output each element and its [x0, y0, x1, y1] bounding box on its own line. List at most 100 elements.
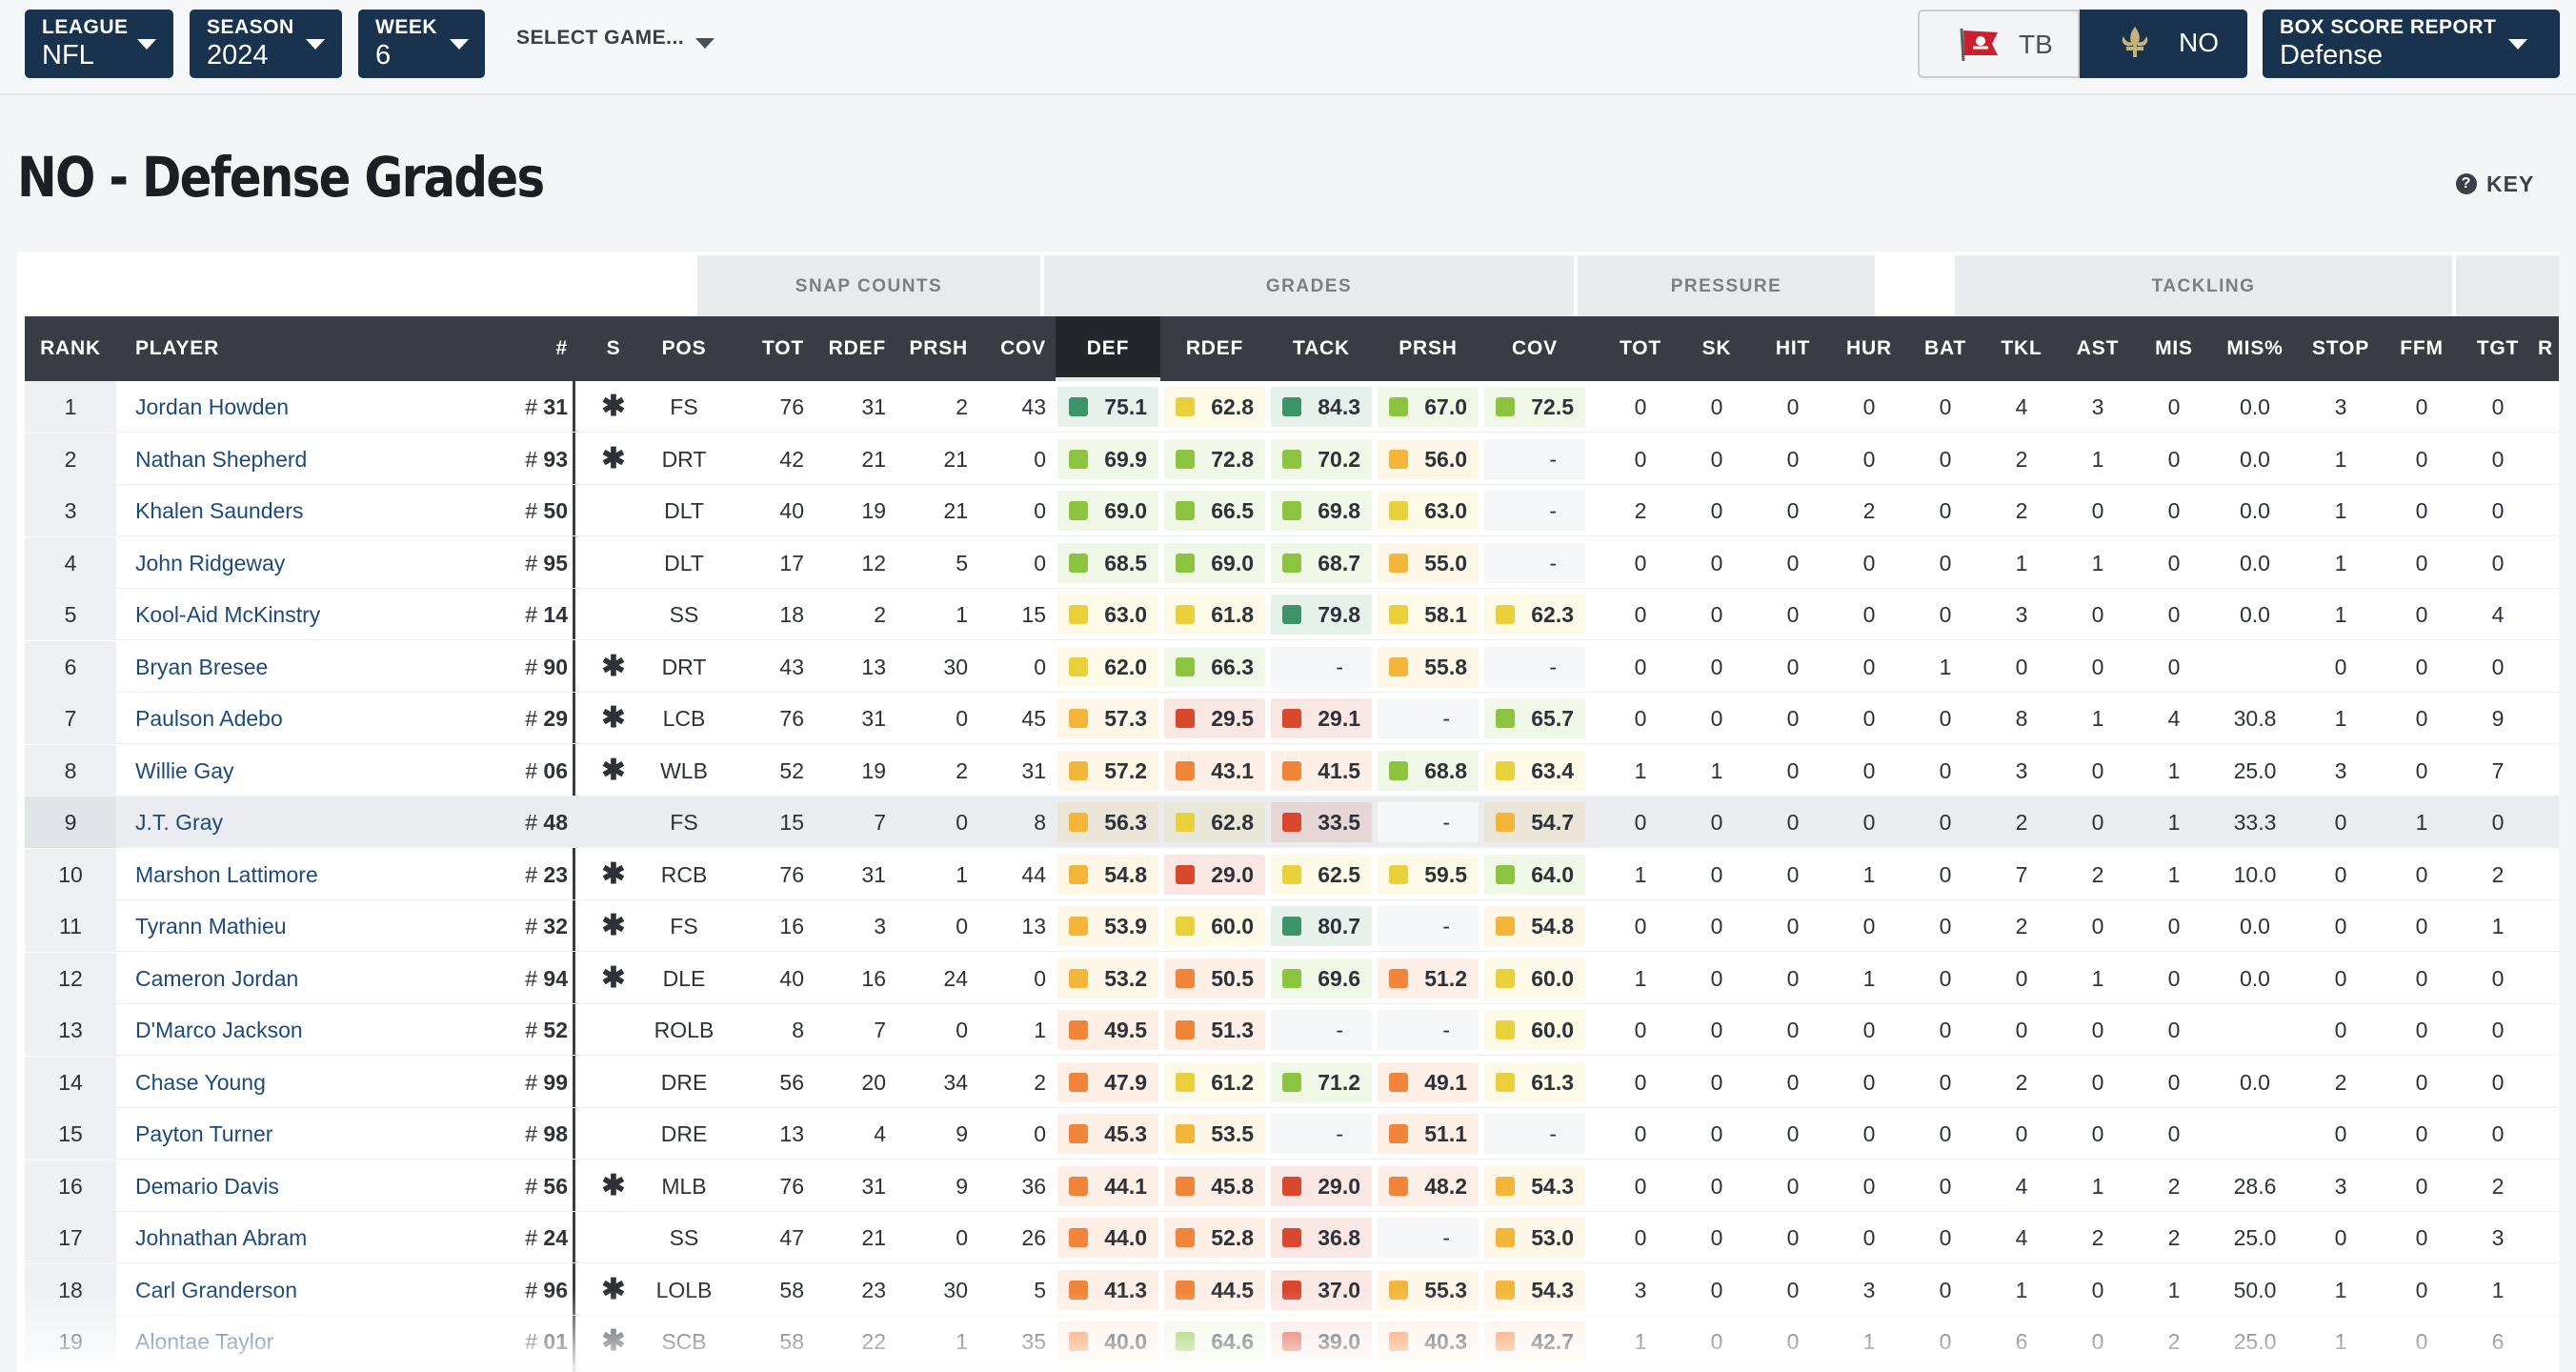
table-row[interactable]: 6 Bryan Bresee # 90 ✱ DRT 43 13 30 0 62.0 66.3 - 55.… — [25, 640, 2559, 693]
player-name-link[interactable]: John Ridgeway — [135, 550, 286, 575]
snap-count-cell: 13 — [779, 1121, 804, 1146]
table-row[interactable]: 2 Nathan Shepherd # 93 ✱ DRT 42 21 21 0 69.9 72.8 7… — [25, 433, 2559, 485]
player-name-link[interactable]: Kool-Aid McKinstry — [135, 602, 321, 627]
pressure-sk-cell: 0 — [1710, 602, 1723, 627]
col-header-rank[interactable]: RANK — [40, 337, 101, 359]
week-dropdown[interactable]: WEEK 6 — [358, 10, 485, 78]
player-name-link[interactable]: Willie Gay — [135, 757, 234, 783]
col-header-ast[interactable]: AST — [2076, 337, 2120, 359]
col-header-ffm[interactable]: FFM — [2400, 337, 2444, 359]
snap-count-cell: 21 — [943, 498, 968, 523]
pressure-hur-cell: 0 — [1862, 1069, 1876, 1095]
player-name-link[interactable]: Alontae Taylor — [135, 1329, 274, 1354]
grade-color-swatch — [1069, 501, 1088, 520]
tackling-ffm-cell: 0 — [2415, 1018, 2428, 1042]
col-header-press-hur[interactable]: HUR — [1846, 337, 1892, 359]
jersey-value: 95 — [543, 550, 568, 575]
player-name-link[interactable]: Demario Davis — [135, 1173, 279, 1199]
grade-tack-cell: 69.8 — [1271, 491, 1372, 531]
col-header-snap-prsh[interactable]: PRSH — [909, 337, 968, 359]
table-row[interactable]: 16 Demario Davis # 56 ✱ MLB 76 31 9 36 44.1 45.8 29… — [25, 1160, 2559, 1212]
tackling-tgt-cell: 0 — [2491, 965, 2505, 991]
pressure-sk-cell: 0 — [1710, 965, 1723, 991]
jersey-value: 31 — [543, 394, 568, 419]
player-name-link[interactable]: Chase Young — [135, 1069, 266, 1095]
grade-value: - — [1442, 1225, 1450, 1250]
player-name-link[interactable]: Tyrann Mathieu — [135, 914, 287, 938]
pressure-sk-cell: 0 — [1710, 861, 1723, 887]
col-header-starter[interactable]: S — [606, 337, 621, 359]
grade-value: 66.3 — [1211, 654, 1254, 679]
player-name-link[interactable]: Johnathan Abram — [135, 1225, 308, 1250]
select-game-dropdown[interactable]: SELECT GAME... — [516, 27, 714, 50]
player-name-link[interactable]: Payton Turner — [135, 1121, 273, 1146]
table-row[interactable]: 9 J.T. Gray # 48 FS 15 7 0 8 56.3 62.8 33.5 - 54.7 0 0… — [25, 797, 2559, 848]
table-row[interactable]: 12 Cameron Jordan # 94 ✱ DLE 40 16 24 0 53.2 50.5 6… — [25, 952, 2559, 1004]
table-row[interactable]: 10 Marshon Lattimore # 23 ✱ RCB 76 31 1 44 54.8 29… — [25, 848, 2559, 900]
grade-value: 79.8 — [1318, 602, 1360, 627]
table-row[interactable]: 17 Johnathan Abram # 24 SS 47 21 0 26 44.0 52.8 36… — [25, 1212, 2559, 1263]
player-name-link[interactable]: Marshon Lattimore — [135, 861, 318, 887]
col-header-mis[interactable]: MIS — [2155, 337, 2193, 359]
player-name-link[interactable]: Paulson Adebo — [135, 706, 283, 731]
col-header-snap-tot[interactable]: TOT — [761, 337, 804, 359]
col-header-press-sk[interactable]: SK — [1701, 337, 1732, 359]
grade-def-cell: 41.3 — [1057, 1269, 1158, 1310]
player-name-link[interactable]: Khalen Saunders — [135, 498, 304, 523]
pressure-hur-cell: 0 — [1862, 1225, 1876, 1250]
player-name-link[interactable]: Bryan Bresee — [135, 654, 269, 679]
tackling-ffm-cell: 0 — [2415, 1277, 2428, 1302]
table-row[interactable]: 3 Khalen Saunders # 50 DLT 40 19 21 0 69.0 66.5 69… — [25, 485, 2559, 536]
key-button[interactable]: ? KEY — [2456, 172, 2534, 197]
col-header-overflow[interactable]: R — [2538, 337, 2553, 359]
col-header-jersey[interactable]: # — [555, 337, 568, 359]
col-header-mis-pct[interactable]: MIS% — [2226, 337, 2284, 359]
col-header-tgt[interactable]: TGT — [2476, 337, 2520, 359]
table-row[interactable]: 14 Chase Young # 99 DRE 56 20 34 2 47.9 61.2 71.2 4… — [25, 1056, 2559, 1108]
grade-value: 37.0 — [1318, 1277, 1360, 1302]
team-toggle-tb[interactable]: TB — [1918, 10, 2080, 78]
snap-count-cell: 31 — [861, 1173, 886, 1199]
position-cell: SS — [669, 602, 699, 627]
league-dropdown[interactable]: LEAGUE NFL — [25, 10, 173, 78]
col-header-snap-cov[interactable]: COV — [1000, 337, 1046, 359]
player-name-link[interactable]: Jordan Howden — [135, 394, 290, 419]
col-header-grade-tack[interactable]: TACK — [1293, 337, 1350, 359]
col-header-tkl[interactable]: TKL — [2001, 337, 2043, 359]
col-header-grade-cov[interactable]: COV — [1512, 337, 1558, 359]
table-row[interactable]: 4 John Ridgeway # 95 DLT 17 12 5 0 68.5 69.0 68.7 5… — [25, 536, 2559, 589]
table-row[interactable]: 19 Alontae Taylor # 01 ✱ SCB 58 22 1 35 40.0 64.6 3… — [25, 1316, 2559, 1367]
col-header-press-tot[interactable]: TOT — [1619, 337, 1661, 359]
player-name-link[interactable]: J.T. Gray — [135, 810, 224, 835]
table-row[interactable]: 8 Willie Gay # 06 ✱ WLB 52 19 2 31 57.2 43.1 41.5 68… — [25, 744, 2559, 797]
box-score-report-dropdown[interactable]: BOX SCORE REPORT Defense — [2263, 10, 2560, 78]
table-row[interactable]: 5 Kool-Aid McKinstry # 14 SS 18 2 1 15 63.0 61.8 7… — [25, 589, 2559, 640]
table-row[interactable]: 18 Carl Granderson # 96 ✱ LOLB 58 23 30 5 41.3 44.… — [25, 1263, 2559, 1316]
table-row[interactable]: 11 Tyrann Mathieu # 32 ✱ FS 16 3 0 13 53.9 60.0 80.… — [25, 900, 2559, 952]
col-header-player[interactable]: PLAYER — [135, 337, 220, 359]
player-name-link[interactable]: Nathan Shepherd — [135, 446, 308, 472]
col-header-snap-rdef[interactable]: RDEF — [828, 337, 886, 359]
col-header-grade-def[interactable]: DEF — [1056, 316, 1160, 381]
table-row[interactable]: 1 Jordan Howden # 31 ✱ FS 76 31 2 43 75.1 62.8 84.3… — [25, 381, 2559, 433]
col-header-stop[interactable]: STOP — [2312, 337, 2369, 359]
col-header-pos[interactable]: POS — [661, 337, 707, 359]
table-row[interactable]: 13 D'Marco Jackson # 52 ROLB 8 7 0 1 49.5 51.3 - - 6… — [25, 1004, 2559, 1056]
col-header-grade-rdef[interactable]: RDEF — [1185, 337, 1244, 359]
grade-color-swatch — [1496, 605, 1515, 624]
table-row[interactable]: 15 Payton Turner # 98 DRE 13 4 9 0 45.3 53.5 - 51.1… — [25, 1108, 2559, 1160]
jersey-number: # 24 — [482, 1212, 568, 1263]
col-header-press-hit[interactable]: HIT — [1775, 337, 1811, 359]
col-header-grade-prsh[interactable]: PRSH — [1399, 337, 1458, 359]
pressure-sk-cell: 0 — [1710, 914, 1723, 938]
col-header-press-bat[interactable]: BAT — [1923, 337, 1966, 359]
table-row[interactable]: 7 Paulson Adebo # 29 ✱ LCB 76 31 0 45 57.3 29.5 29.… — [25, 693, 2559, 744]
player-name-link[interactable]: D'Marco Jackson — [135, 1018, 303, 1042]
tackling-ast-cell: 0 — [2091, 1329, 2104, 1354]
player-name-link[interactable]: Carl Granderson — [135, 1277, 298, 1302]
player-name-link[interactable]: Cameron Jordan — [135, 965, 299, 991]
week-dropdown-value: 6 — [375, 40, 392, 71]
season-dropdown[interactable]: SEASON 2024 — [190, 10, 342, 78]
jersey-number: # 48 — [482, 797, 568, 848]
team-toggle-no[interactable]: NO — [2080, 10, 2247, 78]
